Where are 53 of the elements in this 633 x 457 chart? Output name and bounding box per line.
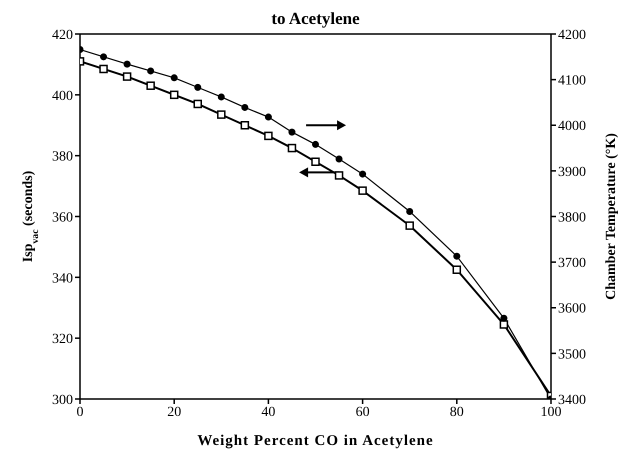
point (405, 221, 414, 230)
y-tick-label: 360 (52, 210, 73, 226)
point (288, 128, 296, 136)
point (311, 158, 320, 166)
y2-tick-label: 3900 (558, 164, 586, 180)
point (170, 74, 178, 82)
y2-tick-label: 4000 (558, 119, 586, 134)
y-tick-label: 420 (52, 28, 73, 43)
y2-tick-label: 4100 (558, 74, 586, 89)
point (288, 144, 296, 152)
point (500, 314, 508, 322)
point (358, 186, 367, 195)
point (240, 121, 250, 130)
point (170, 90, 178, 100)
x-tick-label: 80 (450, 404, 464, 420)
point (124, 60, 131, 68)
point (334, 171, 344, 180)
point (312, 140, 319, 148)
point (500, 320, 508, 329)
y2-axis-title: Chamber Temperature (°K) (604, 132, 619, 300)
y2-tick-label: 3700 (558, 256, 586, 272)
x-tick-label: 40 (261, 404, 276, 420)
point (336, 156, 343, 163)
y2-tick-label: 4200 (558, 28, 586, 43)
y-tick-label: 300 (52, 392, 73, 408)
point (146, 81, 155, 90)
point (241, 104, 248, 111)
y2-tick-label: 3500 (558, 347, 586, 362)
y-tick-label: 380 (52, 150, 73, 165)
y-tick-label: 400 (52, 88, 73, 104)
point (452, 265, 462, 274)
point (359, 170, 366, 178)
point (122, 72, 132, 81)
point (147, 67, 154, 74)
x-tick-label: 20 (167, 404, 182, 420)
x-axis-title: Weight Percent CO in Acetylene (197, 433, 434, 449)
point (194, 84, 202, 91)
x-tick-label: 60 (356, 404, 370, 420)
point (264, 132, 273, 140)
point (406, 208, 414, 215)
y2-tick-label: 3600 (558, 302, 586, 317)
y-tick-label: 340 (52, 271, 73, 286)
chart-title: to Acetylene (271, 9, 360, 28)
y-tick-label: 320 (52, 332, 73, 348)
y2-tick-label: 3800 (558, 210, 586, 226)
point (264, 114, 272, 121)
point (453, 252, 460, 260)
x-tick-label: 0 (76, 404, 84, 420)
point (218, 93, 225, 100)
point (194, 100, 202, 108)
point (100, 53, 108, 60)
point (99, 64, 108, 74)
point (217, 110, 226, 119)
